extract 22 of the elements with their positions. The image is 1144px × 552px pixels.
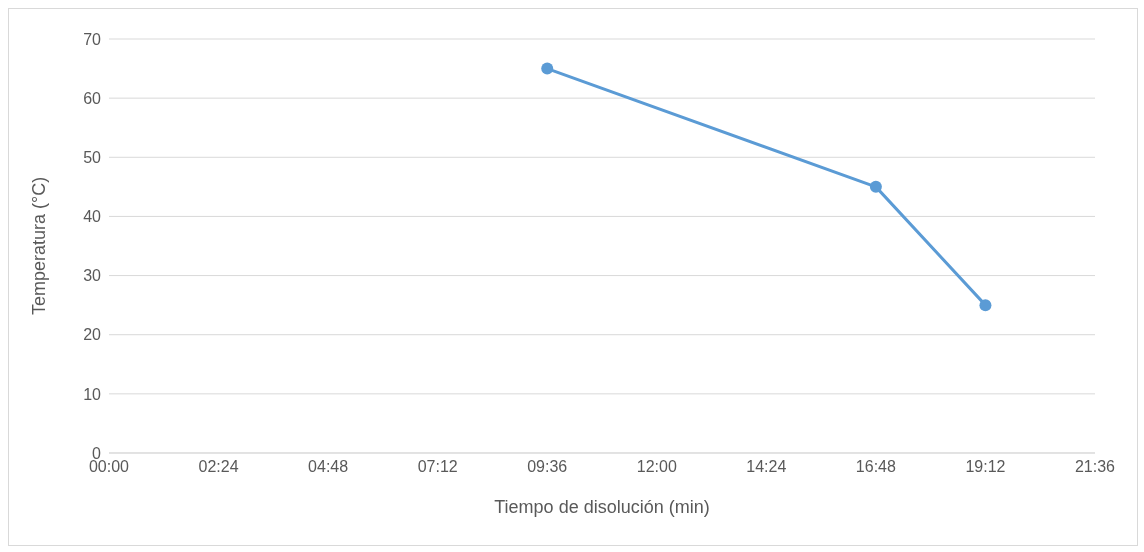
y-axis-title: Temperatura (°C) [29,176,50,316]
y-tick-label: 70 [83,30,102,48]
x-tick-label: 00:00 [88,458,130,476]
x-tick-label: 09:36 [527,458,568,476]
x-tick-label: 19:12 [965,458,1006,476]
x-tick-label: 21:36 [1074,458,1116,476]
point [979,299,992,312]
y-tick-label: 60 [83,89,102,107]
y-tick-label: 10 [83,385,102,403]
x-tick-label: 16:48 [855,458,897,476]
x-tick-label: 07:12 [417,458,458,476]
y-tick-label: 40 [83,208,102,226]
x-tick-label: 12:00 [636,458,677,476]
y-tick-label: 30 [83,267,102,285]
x-tick-label: 04:48 [308,458,349,476]
point [869,180,882,193]
point [541,62,554,75]
x-tick-label: 02:24 [198,458,239,476]
x-tick-label: 14:24 [746,458,787,476]
y-tick-label: 20 [83,326,102,344]
x-axis-title: Tiempo de disolución (min) [494,497,710,517]
y-tick-label: 50 [83,148,102,166]
